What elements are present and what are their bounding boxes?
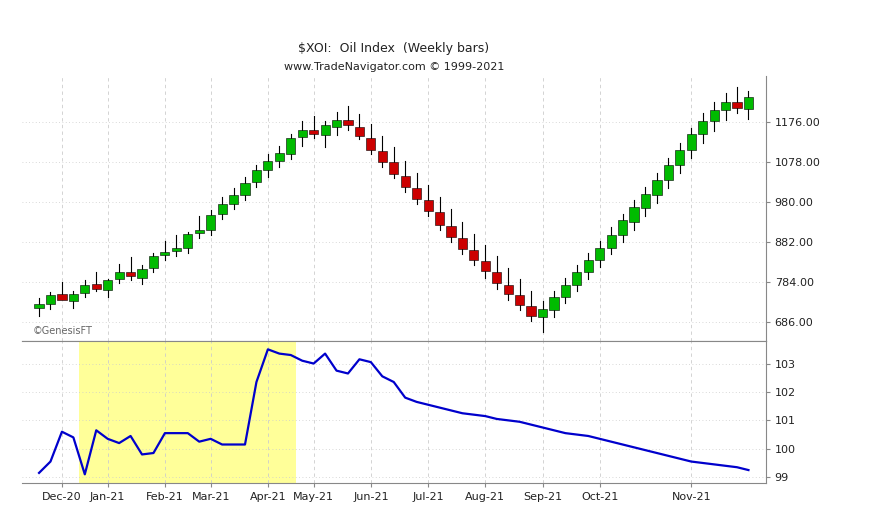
Bar: [572, 272, 581, 284]
Bar: [332, 120, 341, 127]
Bar: [80, 284, 89, 293]
Bar: [149, 256, 158, 268]
Bar: [275, 153, 284, 161]
Bar: [595, 248, 605, 260]
Bar: [721, 102, 730, 110]
Bar: [320, 125, 330, 135]
Bar: [389, 162, 398, 174]
Bar: [298, 129, 307, 137]
Bar: [355, 127, 364, 136]
Bar: [137, 269, 147, 278]
Bar: [653, 180, 662, 195]
Bar: [561, 284, 570, 297]
Bar: [469, 250, 479, 260]
Bar: [172, 248, 181, 251]
Bar: [550, 297, 558, 310]
Bar: [92, 284, 101, 289]
Bar: [584, 260, 593, 272]
Text: www.TradeNavigator.com © 1999-2021: www.TradeNavigator.com © 1999-2021: [284, 62, 504, 72]
Bar: [378, 151, 387, 162]
Bar: [218, 204, 227, 215]
Bar: [263, 161, 272, 170]
Bar: [34, 304, 44, 308]
Bar: [194, 230, 204, 233]
Bar: [46, 295, 55, 304]
Bar: [629, 207, 639, 222]
Bar: [504, 284, 513, 294]
Bar: [286, 138, 296, 154]
Bar: [515, 295, 524, 305]
Bar: [732, 102, 742, 108]
Bar: [252, 170, 261, 182]
Bar: [58, 294, 66, 300]
Bar: [710, 110, 718, 122]
Bar: [664, 164, 673, 180]
Bar: [435, 212, 444, 224]
Bar: [206, 215, 215, 230]
Bar: [103, 280, 112, 290]
Bar: [126, 272, 135, 276]
Bar: [401, 175, 410, 187]
Bar: [480, 262, 490, 271]
Bar: [412, 188, 421, 199]
Bar: [309, 129, 318, 134]
Bar: [424, 200, 432, 211]
Bar: [698, 122, 707, 134]
Bar: [618, 220, 627, 235]
Bar: [343, 120, 353, 125]
Text: $XOI:  Oil Index  (Weekly bars): $XOI: Oil Index (Weekly bars): [298, 42, 489, 55]
Bar: [538, 309, 547, 317]
Bar: [458, 238, 467, 249]
Bar: [744, 97, 753, 109]
Bar: [115, 272, 123, 279]
Bar: [446, 226, 456, 237]
Bar: [606, 235, 616, 248]
Bar: [492, 272, 501, 283]
Bar: [229, 195, 238, 204]
Bar: [183, 234, 192, 248]
Bar: [241, 183, 249, 195]
Text: ©GenesisFT: ©GenesisFT: [33, 326, 93, 336]
Bar: [79, 341, 297, 483]
Bar: [527, 306, 536, 315]
Bar: [367, 138, 375, 150]
Bar: [69, 294, 78, 301]
Bar: [160, 252, 170, 255]
Bar: [640, 194, 650, 208]
Bar: [687, 134, 696, 150]
Bar: [676, 150, 684, 164]
